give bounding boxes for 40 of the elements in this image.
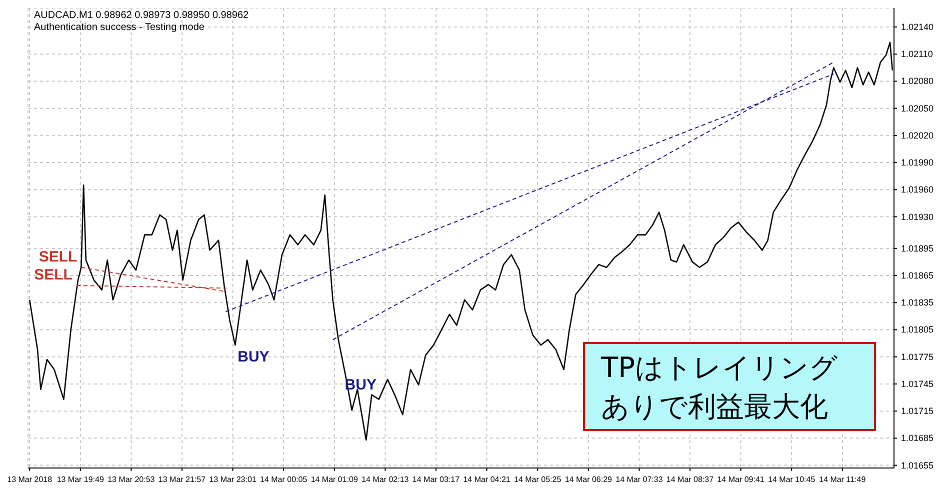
x-tick-label: 14 Mar 00:05	[260, 475, 308, 484]
text: Authentication success - Testing mode	[34, 22, 206, 34]
y-tick-label: 1.01685	[901, 433, 934, 444]
x-tick-label: 13 Mar 20:53	[108, 475, 156, 484]
x-tick-label: 14 Mar 08:37	[666, 475, 714, 484]
x-tick-label: 14 Mar 11:49	[819, 475, 866, 484]
x-tick-label: 14 Mar 09:41	[717, 475, 765, 484]
y-tick-label: 1.01715	[901, 406, 934, 416]
y-tick-label: 1.01835	[901, 298, 934, 308]
x-tick-label: 14 Mar 01:09	[310, 475, 359, 484]
x-tick-label: 14 Mar 06:29	[564, 475, 613, 484]
y-tick-label: 1.01745	[901, 378, 934, 389]
y-tick-label: 1.01990	[901, 158, 934, 168]
y-tick-label: 1.01775	[901, 352, 934, 362]
y-tick-label: 1.02140	[901, 22, 934, 32]
x-tick-label: 14 Mar 05:25	[514, 475, 562, 484]
x-tick-label: 14 Mar 04:21	[463, 475, 511, 484]
y-tick-label: 1.01865	[901, 270, 934, 281]
x-tick-label: 14 Mar 10:45	[768, 475, 816, 484]
y-tick-label: 1.01655	[901, 460, 934, 470]
y-tick-label: 1.02110	[901, 49, 933, 60]
chart-title: AUDCAD.M1 0.98962 0.98973 0.98950 0.98962	[34, 10, 249, 22]
annotation: SELL	[38, 248, 78, 266]
note-box: TPはトレイリングありで利益最大化	[583, 342, 876, 431]
x-tick-label: 14 Mar 03:17	[412, 475, 460, 484]
y-tick-label: 1.02080	[901, 76, 934, 86]
y-tick-label: 1.02050	[901, 103, 934, 114]
y-tick-label: 1.01930	[901, 212, 934, 222]
x-tick-label: 14 Mar 02:13	[362, 475, 410, 484]
x-tick-label: 13 Mar 23:01	[209, 475, 257, 484]
y-tick-label: 1.01960	[901, 184, 934, 195]
y-tick-label: 1.02020	[901, 130, 934, 140]
x-tick-label: 14 Mar 07:33	[616, 475, 664, 484]
x-tick-label: 13 Mar 2018	[7, 475, 53, 484]
x-tick-label: 13 Mar 21:57	[158, 475, 206, 484]
annotation: SELL	[34, 266, 72, 284]
x-tick-label: 13 Mar 19:49	[56, 475, 105, 484]
y-tick-label: 1.01805	[901, 324, 934, 335]
annotation: BUY	[238, 348, 270, 366]
y-tick-label: 1.01895	[901, 243, 934, 254]
